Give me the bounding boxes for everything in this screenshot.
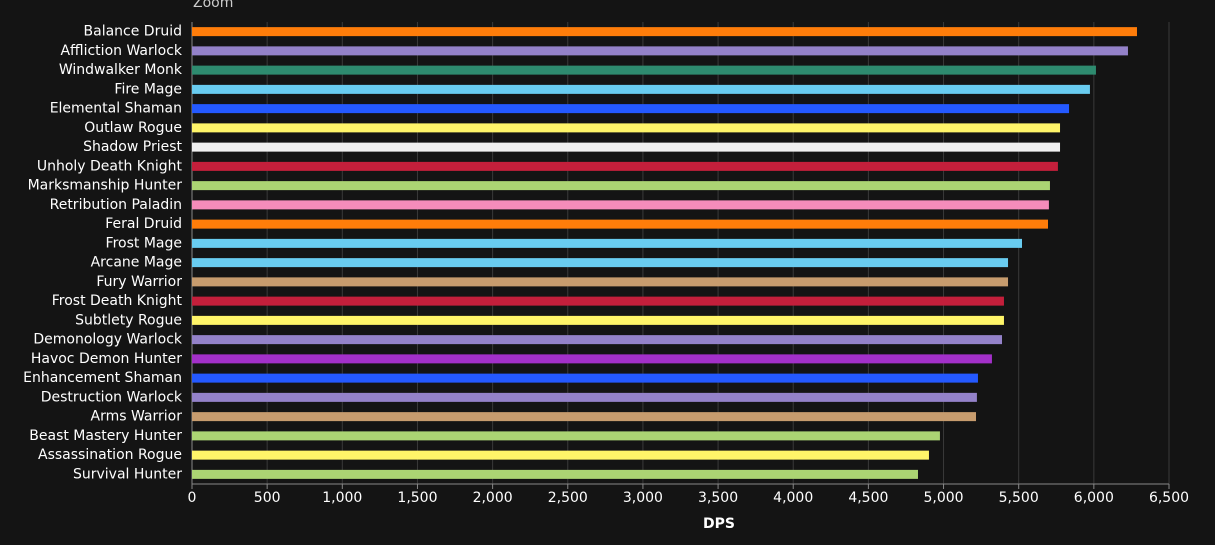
bar bbox=[192, 142, 1061, 152]
y-tick-label: Outlaw Rogue bbox=[84, 120, 182, 136]
y-tick-label: Retribution Paladin bbox=[50, 197, 182, 213]
bar bbox=[192, 258, 1009, 268]
x-tick-label: 0 bbox=[188, 490, 197, 506]
bar bbox=[192, 431, 940, 441]
bar bbox=[192, 373, 978, 383]
y-tick-label: Fury Warrior bbox=[96, 274, 182, 290]
bar bbox=[192, 354, 992, 364]
x-tick-label: 3,500 bbox=[698, 490, 738, 506]
y-tick-label: Feral Druid bbox=[105, 216, 182, 232]
y-tick-label: Elemental Shaman bbox=[50, 101, 182, 117]
x-tick-label: 2,500 bbox=[548, 490, 588, 506]
y-tick-label: Balance Druid bbox=[84, 24, 182, 40]
zoom-label: Zoom bbox=[193, 0, 233, 11]
x-tick-label: 6,000 bbox=[1074, 490, 1114, 506]
bar bbox=[192, 161, 1058, 171]
bar bbox=[192, 238, 1022, 248]
y-tick-label: Havoc Demon Hunter bbox=[31, 351, 182, 367]
x-axis-label: DPS bbox=[703, 516, 735, 532]
bar bbox=[192, 296, 1004, 306]
x-tick-label: 4,000 bbox=[773, 490, 813, 506]
bar bbox=[192, 412, 977, 422]
bar bbox=[192, 315, 1004, 325]
y-tick-label: Enhancement Shaman bbox=[23, 370, 182, 386]
y-tick-label: Demonology Warlock bbox=[33, 332, 183, 348]
bar bbox=[192, 219, 1049, 229]
y-tick-label: Arms Warrior bbox=[91, 409, 183, 425]
y-tick-label: Survival Hunter bbox=[73, 466, 182, 482]
y-tick-label: Affliction Warlock bbox=[60, 43, 182, 59]
bar bbox=[192, 123, 1061, 133]
bar bbox=[192, 335, 1003, 345]
x-tick-label: 5,500 bbox=[999, 490, 1039, 506]
y-tick-label: Frost Death Knight bbox=[52, 293, 183, 309]
y-tick-label: Frost Mage bbox=[106, 235, 182, 251]
bar bbox=[192, 27, 1137, 37]
y-tick-label: Unholy Death Knight bbox=[37, 158, 183, 174]
y-tick-label: Arcane Mage bbox=[91, 255, 182, 271]
x-tick-label: 6,500 bbox=[1149, 490, 1189, 506]
y-tick-label: Destruction Warlock bbox=[41, 389, 183, 405]
x-tick-label: 3,000 bbox=[623, 490, 663, 506]
y-tick-label: Subtlety Rogue bbox=[75, 312, 182, 328]
x-tick-label: 500 bbox=[254, 490, 281, 506]
bar bbox=[192, 392, 977, 402]
x-tick-label: 1,000 bbox=[322, 490, 362, 506]
y-tick-label: Windwalker Monk bbox=[59, 62, 183, 78]
bar bbox=[192, 200, 1049, 210]
x-tick-label: 1,500 bbox=[397, 490, 437, 506]
x-tick-label: 2,000 bbox=[473, 490, 513, 506]
y-tick-label: Shadow Priest bbox=[83, 139, 182, 155]
y-tick-label: Assassination Rogue bbox=[38, 447, 182, 463]
bar bbox=[192, 65, 1096, 75]
y-tick-label: Beast Mastery Hunter bbox=[29, 428, 182, 444]
bar bbox=[192, 104, 1070, 114]
bar bbox=[192, 84, 1090, 94]
bar bbox=[192, 46, 1128, 56]
y-tick-label: Marksmanship Hunter bbox=[28, 178, 183, 194]
x-tick-label: 4,500 bbox=[848, 490, 888, 506]
bar bbox=[192, 277, 1009, 287]
bar bbox=[192, 181, 1050, 191]
y-tick-label: Fire Mage bbox=[114, 81, 182, 97]
bar bbox=[192, 469, 918, 479]
bar bbox=[192, 450, 929, 460]
x-tick-label: 5,000 bbox=[923, 490, 963, 506]
